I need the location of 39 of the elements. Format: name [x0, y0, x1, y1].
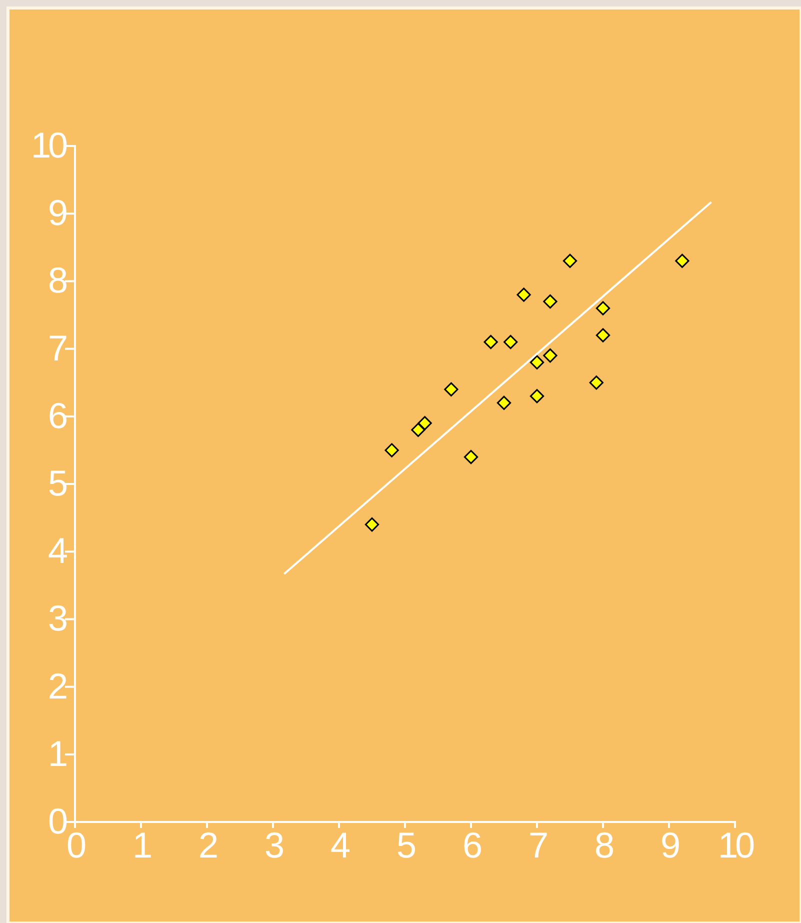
point [675, 254, 690, 268]
y-tick-label: 9 [48, 192, 67, 234]
x-tick-label: 1 [132, 824, 152, 866]
point [484, 334, 498, 350]
point [543, 294, 558, 309]
y-tick-label: 2 [48, 665, 67, 706]
point [596, 328, 610, 342]
x-tick-label: 2 [198, 824, 218, 866]
x-tick-label: 4 [330, 824, 350, 866]
point [530, 389, 544, 404]
point [596, 301, 610, 316]
x-tick-label: 7 [528, 824, 548, 866]
point [384, 443, 399, 458]
point [562, 254, 578, 268]
point [504, 334, 518, 350]
y-tick-label: 10 [30, 124, 67, 166]
y-tick-label: 4 [48, 530, 67, 572]
x-tick-label: 5 [396, 824, 416, 866]
point [543, 348, 558, 363]
y-tick-label: 7 [48, 327, 67, 368]
point [516, 288, 531, 302]
point [364, 517, 380, 532]
point [464, 450, 478, 464]
y-tick-label: 6 [48, 394, 67, 436]
y-tick-label: 8 [48, 260, 67, 301]
x-tick-label: 10 [718, 824, 754, 866]
point [530, 355, 544, 370]
point [411, 422, 426, 437]
y-tick-label: 1 [48, 732, 67, 774]
x-tick-label: 9 [660, 824, 680, 866]
point [496, 396, 512, 410]
x-tick-label: 6 [462, 824, 482, 866]
x-tick-label: 3 [264, 824, 284, 866]
point [418, 416, 432, 430]
y-tick-label: 5 [48, 462, 67, 504]
point [444, 382, 458, 396]
point [589, 376, 604, 390]
x-tick-label: 8 [594, 824, 614, 866]
y-tick-label: 3 [48, 598, 67, 639]
